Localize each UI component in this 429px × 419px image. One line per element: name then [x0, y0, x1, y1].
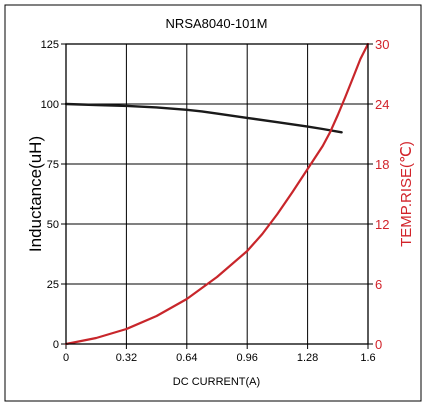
y-axis-left-label: Inductance(uH)	[26, 136, 45, 252]
y-axis-right-label: TEMP.RISE(℃)	[398, 141, 415, 247]
y-right-tick-label: 0	[375, 337, 382, 352]
x-axis-label: DC CURRENT(A)	[173, 376, 260, 388]
chart-title: NRSA8040-101M	[166, 16, 268, 31]
y-left-tick-label: 25	[47, 279, 59, 291]
series	[64, 42, 370, 346]
figure-frame	[4, 4, 422, 402]
y-left-tick-label: 0	[53, 339, 59, 351]
y-right-tick-label: 30	[375, 37, 389, 52]
x-tick-label: 0	[63, 352, 69, 364]
y-right-tick-label: 24	[375, 97, 389, 112]
y-left-tick-label: 75	[47, 159, 59, 171]
y-left-tick-label: 50	[47, 219, 59, 231]
y-right-tick-label: 6	[375, 277, 382, 292]
temp-rise-line	[64, 42, 370, 346]
x-tick-label: 0.32	[116, 352, 137, 364]
tick-labels: 0 0.32 0.64 0.96 1.28 1.602550751001250612182…	[41, 37, 390, 364]
y-right-tick-label: 12	[375, 217, 389, 232]
y-right-tick-label: 18	[375, 157, 389, 172]
x-tick-label: 0.96	[236, 352, 257, 364]
y-left-tick-label: 100	[41, 99, 59, 111]
inductance-line	[64, 102, 343, 134]
x-tick-label: 1.6	[360, 352, 375, 364]
y-left-tick-label: 125	[41, 39, 59, 51]
x-tick-label: 1.28	[297, 352, 318, 364]
plot-area-border	[65, 43, 369, 345]
x-tick-label: 0.64	[176, 352, 197, 364]
